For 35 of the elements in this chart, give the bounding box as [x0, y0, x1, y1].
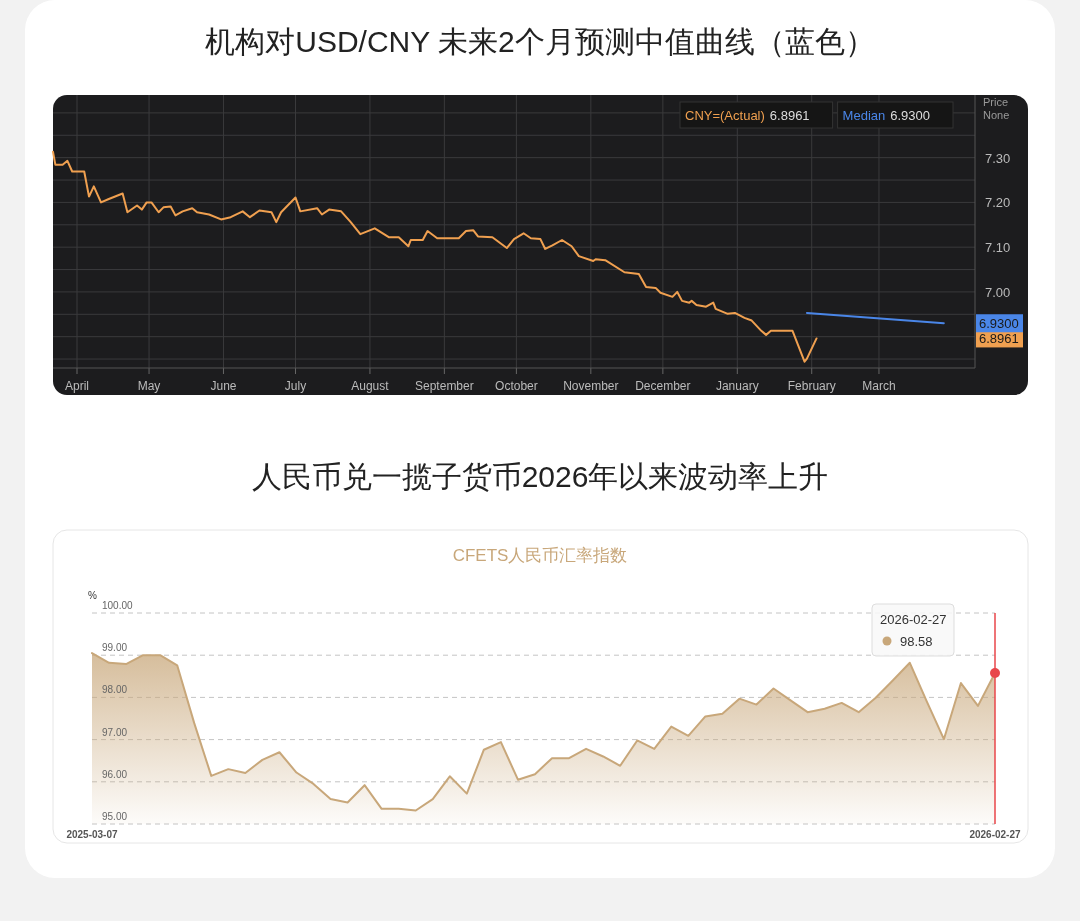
- x-tick-label: May: [137, 379, 161, 393]
- line-series: [52, 150, 818, 363]
- annotation: 6.8961: [769, 108, 810, 123]
- text: CNY=(Actual): [685, 108, 765, 123]
- chart-title: 机构对USD/CNY 未来2个月预测中值曲线（蓝色）: [205, 25, 875, 58]
- text: 6.9300: [979, 316, 1019, 332]
- y-tick-label: 7.10: [985, 240, 1011, 256]
- text: Price None: [983, 96, 1010, 121]
- text: Median: [842, 108, 886, 123]
- y-tick-label: 96.00: [102, 768, 128, 780]
- y-tick-label: 7.00: [985, 284, 1011, 300]
- y-tick-label: 100.00: [102, 600, 134, 611]
- y-tick-label: 7.20: [985, 195, 1011, 211]
- x-tick-label: July: [284, 379, 307, 393]
- y-tick-label: 97.00: [102, 726, 128, 738]
- y-tick-label: 7.30: [985, 150, 1011, 166]
- x-tick-label: February: [787, 379, 836, 393]
- x-tick-label: January: [715, 379, 759, 393]
- x-tick-label: December: [635, 379, 691, 393]
- x-tick-label: June: [210, 379, 237, 393]
- chart-subtitle: CFETS人民币汇率指数: [452, 546, 628, 565]
- y-tick-label: 99.00: [102, 642, 128, 654]
- chart-title: 人民币兑一揽子货币2026年以来波动率上升: [251, 460, 829, 493]
- y-tick-label: 98.00: [102, 684, 128, 696]
- x-tick-label: March: [862, 379, 896, 393]
- x-tick-label: April: [65, 379, 90, 393]
- x-tick-label: November: [563, 379, 619, 393]
- y-axis-title: %: [88, 590, 97, 601]
- x-tick-label: 2025-03-07: [66, 829, 119, 840]
- text: 6.8961: [979, 331, 1019, 347]
- x-tick-label: August: [351, 379, 390, 393]
- y-tick-label: 95.00: [102, 811, 128, 822]
- x-tick-label: September: [415, 379, 474, 393]
- annotation: 6.9300: [890, 108, 930, 123]
- x-tick-label: October: [495, 379, 538, 393]
